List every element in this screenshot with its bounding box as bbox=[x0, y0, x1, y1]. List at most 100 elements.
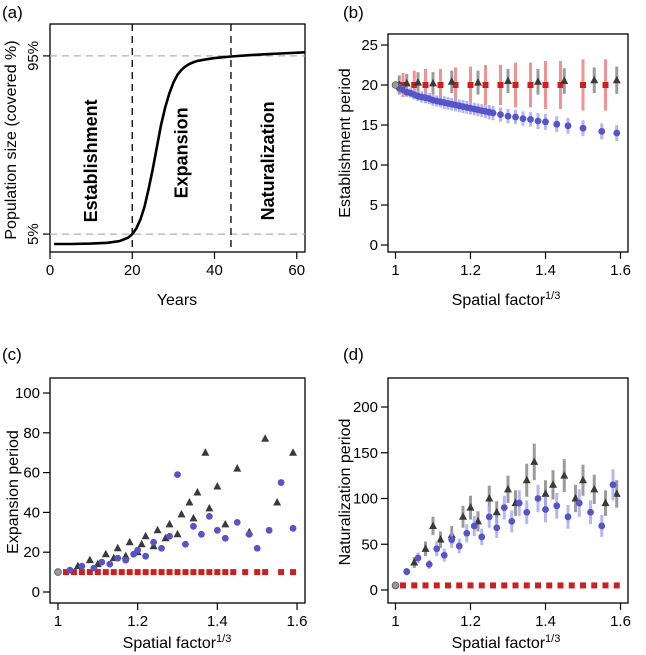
y-tick-label: 0 bbox=[370, 582, 378, 599]
data-point-triangle bbox=[113, 543, 122, 552]
data-point-triangle bbox=[141, 531, 150, 540]
y-tick-label: 60 bbox=[23, 465, 40, 482]
y-ticks-b: 0 5 10 15 20 25 bbox=[361, 37, 388, 254]
data-point-triangle bbox=[590, 75, 599, 84]
data-point-circle bbox=[553, 502, 561, 510]
panel-label-b: (b) bbox=[343, 3, 364, 22]
x-tick-label: 1.2 bbox=[127, 613, 148, 630]
data-point-circle bbox=[523, 508, 531, 516]
data-point-square bbox=[190, 569, 197, 576]
data-point-square bbox=[166, 569, 173, 576]
y-axis-label-a: Population size (covered %) bbox=[3, 40, 20, 239]
data-point-circle bbox=[613, 129, 621, 137]
x-tick-label: 20 bbox=[124, 262, 141, 279]
data-point-square bbox=[580, 582, 586, 589]
data-point-square bbox=[523, 582, 530, 589]
data-point-square bbox=[78, 569, 85, 576]
data-point-triangle bbox=[447, 77, 456, 85]
x-axis-label-d-text: Spatial factor bbox=[452, 635, 546, 652]
data-point-square bbox=[118, 569, 125, 576]
data-point-triangle bbox=[541, 489, 550, 497]
data-point-circle bbox=[78, 562, 86, 570]
x-axis-label-c: Spatial factor1/3 bbox=[123, 633, 232, 652]
data-point-circle bbox=[493, 524, 501, 532]
data-point-circle bbox=[587, 508, 594, 516]
data-point-square bbox=[62, 569, 69, 576]
data-point-square bbox=[568, 582, 575, 589]
data-point-square bbox=[126, 569, 133, 576]
data-point-triangle bbox=[402, 78, 411, 87]
data-point-triangle bbox=[474, 516, 482, 525]
data-point-circle bbox=[433, 545, 441, 553]
data-point-circle bbox=[221, 534, 229, 542]
data-point-square bbox=[557, 582, 564, 589]
data-point-square bbox=[94, 569, 101, 576]
plot-frame-d bbox=[387, 377, 629, 604]
data-point-triangle bbox=[410, 558, 419, 566]
y-tick-label: 80 bbox=[23, 425, 40, 442]
data-point-triangle bbox=[459, 512, 467, 520]
data-point-triangle bbox=[165, 519, 174, 528]
data-point-triangle bbox=[273, 497, 282, 506]
x-axis-label-b-sup: 1/3 bbox=[545, 290, 560, 302]
x-tick-label: 0 bbox=[46, 262, 54, 279]
origin-point bbox=[391, 581, 400, 590]
data-point-square bbox=[411, 82, 418, 88]
data-point-circle bbox=[98, 558, 106, 566]
data-point-square bbox=[222, 569, 229, 576]
data-point-square bbox=[602, 82, 609, 88]
data-point-triangle bbox=[429, 521, 437, 529]
data-point-circle bbox=[66, 566, 74, 574]
data-point-square bbox=[535, 582, 541, 589]
data-point-circle bbox=[142, 552, 150, 560]
data-point-triangle bbox=[579, 475, 587, 484]
data-point-circle bbox=[277, 479, 285, 486]
data-point-square bbox=[467, 82, 474, 88]
panel-b: (b) 1 1.2 1.4 1.6 0 5 10 15 20 25 Spatial factor… bbox=[337, 3, 631, 309]
data-point-square bbox=[150, 569, 157, 576]
data-point-circle bbox=[174, 471, 181, 478]
x-tick-label: 1 bbox=[391, 613, 399, 630]
data-point-square bbox=[490, 582, 496, 589]
data-point-circle bbox=[166, 532, 173, 540]
origin-point bbox=[54, 568, 62, 576]
x-axis-label-c-text: Spatial factor bbox=[123, 635, 217, 652]
data-point-triangle bbox=[185, 497, 194, 506]
data-point-square bbox=[134, 569, 141, 576]
data-point-square bbox=[497, 82, 504, 88]
data-point-triangle bbox=[534, 77, 542, 85]
data-point-circle bbox=[519, 115, 527, 122]
data-point-circle bbox=[534, 117, 542, 125]
y-tick-label: 100 bbox=[15, 385, 40, 402]
data-point-square bbox=[254, 569, 261, 576]
x-axis-label-b: Spatial factor1/3 bbox=[452, 290, 561, 309]
data-point-circle bbox=[463, 529, 471, 537]
data-point-square bbox=[512, 582, 519, 589]
data-point-square bbox=[158, 569, 165, 576]
y-tick-label: 25 bbox=[361, 37, 378, 54]
data-point-triangle bbox=[466, 503, 475, 511]
data-point-circle bbox=[106, 560, 114, 568]
data-point-triangle bbox=[233, 464, 242, 472]
data-point-triangle bbox=[414, 78, 422, 86]
data-point-circle bbox=[114, 554, 122, 562]
data-point-triangle bbox=[193, 488, 202, 496]
data-point-square bbox=[242, 569, 249, 576]
x-tick-label: 1 bbox=[54, 613, 62, 630]
data-point-square bbox=[182, 569, 189, 576]
data-point-circle bbox=[564, 513, 572, 521]
data-point-triangle bbox=[421, 544, 430, 552]
data-point-square bbox=[580, 82, 586, 88]
x-ticks-b: 1 1.2 1.4 1.6 bbox=[391, 252, 631, 279]
data-point-triangle bbox=[93, 559, 102, 568]
data-point-circle bbox=[190, 522, 197, 530]
x-tick-label: 1.4 bbox=[207, 613, 228, 630]
data-point-triangle bbox=[492, 507, 501, 516]
data-point-square bbox=[206, 569, 213, 576]
x-ticks-d: 1 1.2 1.4 1.6 bbox=[391, 603, 631, 630]
y-tick-label: 150 bbox=[353, 445, 378, 462]
plot-frame-c bbox=[49, 377, 306, 604]
data-point-circle bbox=[598, 127, 606, 135]
data-point-triangle bbox=[560, 76, 569, 84]
panel-d: (d) 1 1.2 1.4 1.6 0 50 100 150 200 Spatial fact… bbox=[337, 345, 631, 652]
